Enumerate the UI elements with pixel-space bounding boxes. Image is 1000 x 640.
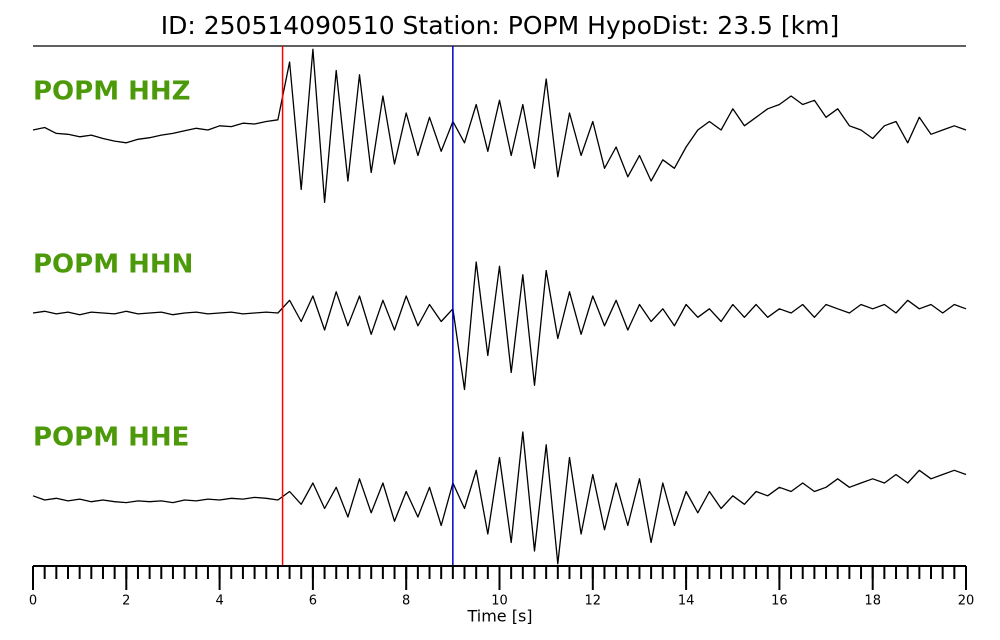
x-tick-label: 6: [309, 594, 317, 609]
x-tick-label: 0: [29, 594, 37, 609]
x-tick-label: 18: [864, 594, 881, 609]
waveform: [32, 431, 967, 565]
x-tick-label: 8: [402, 594, 410, 609]
waveform: [32, 261, 967, 391]
waveform: [32, 48, 967, 203]
x-tick-label: 16: [771, 594, 788, 609]
trace-label: POPM HHN: [33, 250, 193, 280]
x-tick-label: 4: [215, 594, 223, 609]
x-tick-label: 14: [678, 594, 695, 609]
x-tick-label: 20: [958, 594, 975, 609]
trace-label: POPM HHE: [33, 423, 189, 453]
x-tick-label: 12: [585, 594, 602, 609]
x-tick-label: 2: [122, 594, 130, 609]
x-axis-label: Time [s]: [466, 607, 532, 626]
trace-label: POPM HHZ: [33, 77, 191, 107]
chart-title: ID: 250514090510 Station: POPM HypoDist:…: [161, 11, 840, 40]
x-tick-label: 10: [491, 594, 508, 609]
